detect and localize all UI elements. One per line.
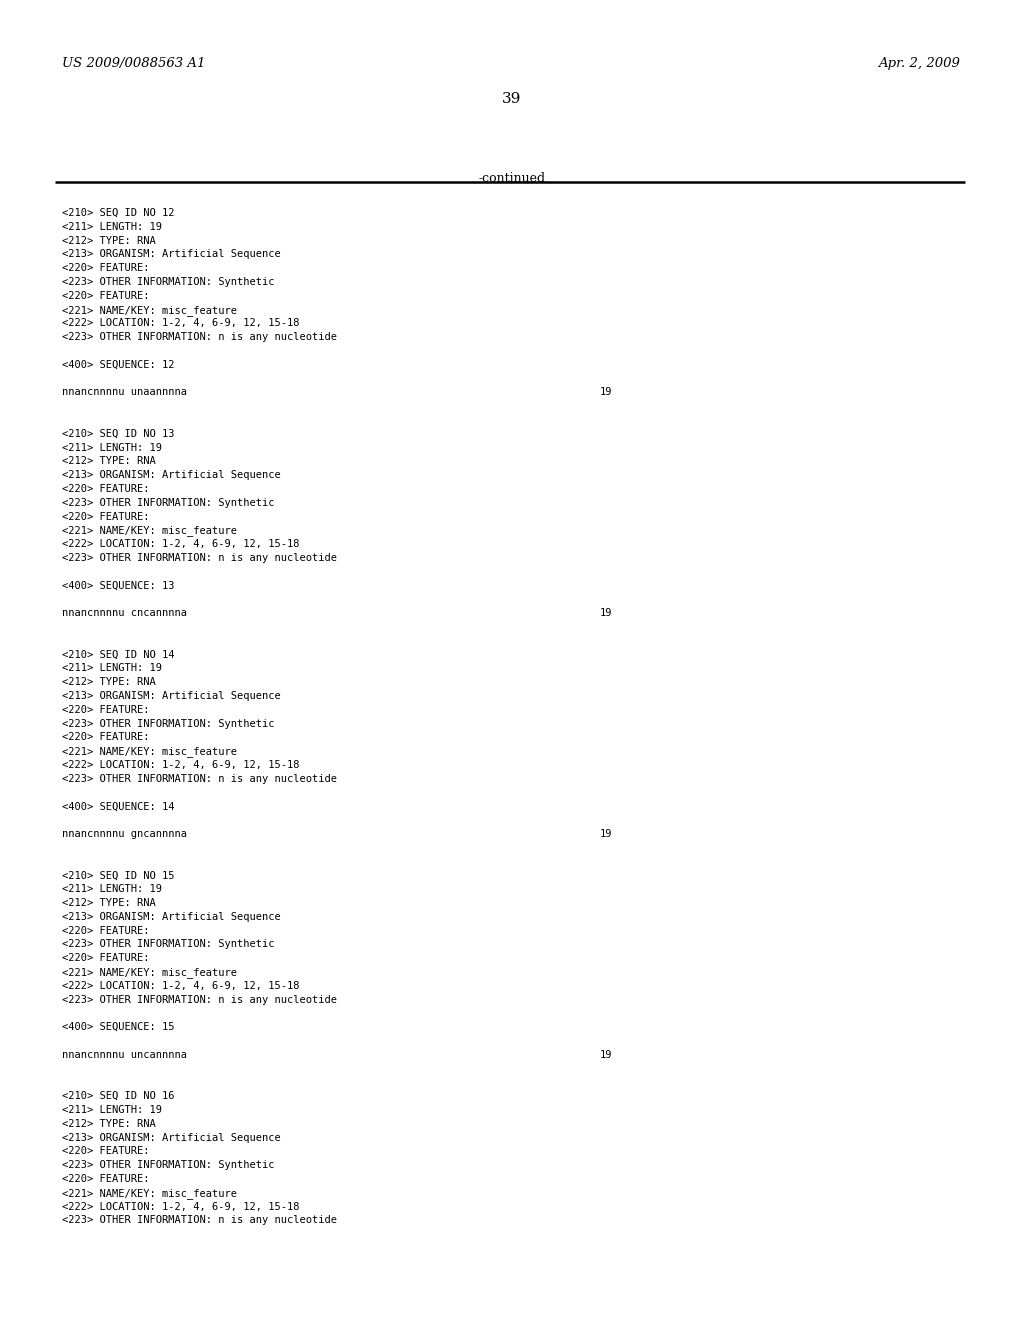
Text: <210> SEQ ID NO 14: <210> SEQ ID NO 14 [62, 649, 174, 660]
Text: <213> ORGANISM: Artificial Sequence: <213> ORGANISM: Artificial Sequence [62, 1133, 281, 1143]
Text: <211> LENGTH: 19: <211> LENGTH: 19 [62, 664, 162, 673]
Text: <213> ORGANISM: Artificial Sequence: <213> ORGANISM: Artificial Sequence [62, 690, 281, 701]
Text: <221> NAME/KEY: misc_feature: <221> NAME/KEY: misc_feature [62, 1188, 237, 1199]
Text: <222> LOCATION: 1-2, 4, 6-9, 12, 15-18: <222> LOCATION: 1-2, 4, 6-9, 12, 15-18 [62, 1201, 299, 1212]
Text: <213> ORGANISM: Artificial Sequence: <213> ORGANISM: Artificial Sequence [62, 470, 281, 480]
Text: <223> OTHER INFORMATION: Synthetic: <223> OTHER INFORMATION: Synthetic [62, 277, 274, 286]
Text: <212> TYPE: RNA: <212> TYPE: RNA [62, 457, 156, 466]
Text: <220> FEATURE:: <220> FEATURE: [62, 953, 150, 964]
Text: <220> FEATURE:: <220> FEATURE: [62, 733, 150, 742]
Text: <212> TYPE: RNA: <212> TYPE: RNA [62, 235, 156, 246]
Text: Apr. 2, 2009: Apr. 2, 2009 [879, 57, 961, 70]
Text: <222> LOCATION: 1-2, 4, 6-9, 12, 15-18: <222> LOCATION: 1-2, 4, 6-9, 12, 15-18 [62, 318, 299, 329]
Text: <213> ORGANISM: Artificial Sequence: <213> ORGANISM: Artificial Sequence [62, 912, 281, 921]
Text: nnancnnnnu unaannnna: nnancnnnnu unaannnna [62, 387, 187, 397]
Text: <400> SEQUENCE: 12: <400> SEQUENCE: 12 [62, 360, 174, 370]
Text: 19: 19 [600, 387, 612, 397]
Text: <223> OTHER INFORMATION: n is any nucleotide: <223> OTHER INFORMATION: n is any nucleo… [62, 333, 337, 342]
Text: <220> FEATURE:: <220> FEATURE: [62, 1173, 150, 1184]
Text: nnancnnnnu uncannnna: nnancnnnnu uncannnna [62, 1049, 187, 1060]
Text: <220> FEATURE:: <220> FEATURE: [62, 512, 150, 521]
Text: 39: 39 [503, 92, 521, 106]
Text: <220> FEATURE:: <220> FEATURE: [62, 925, 150, 936]
Text: <223> OTHER INFORMATION: Synthetic: <223> OTHER INFORMATION: Synthetic [62, 1160, 274, 1171]
Text: <220> FEATURE:: <220> FEATURE: [62, 290, 150, 301]
Text: 19: 19 [600, 1049, 612, 1060]
Text: <220> FEATURE:: <220> FEATURE: [62, 705, 150, 715]
Text: <211> LENGTH: 19: <211> LENGTH: 19 [62, 1105, 162, 1115]
Text: <223> OTHER INFORMATION: Synthetic: <223> OTHER INFORMATION: Synthetic [62, 498, 274, 508]
Text: <212> TYPE: RNA: <212> TYPE: RNA [62, 898, 156, 908]
Text: <221> NAME/KEY: misc_feature: <221> NAME/KEY: misc_feature [62, 305, 237, 315]
Text: <223> OTHER INFORMATION: n is any nucleotide: <223> OTHER INFORMATION: n is any nucleo… [62, 774, 337, 784]
Text: <223> OTHER INFORMATION: Synthetic: <223> OTHER INFORMATION: Synthetic [62, 718, 274, 729]
Text: nnancnnnnu gncannnna: nnancnnnnu gncannnna [62, 829, 187, 840]
Text: <220> FEATURE:: <220> FEATURE: [62, 484, 150, 494]
Text: nnancnnnnu cncannnna: nnancnnnnu cncannnna [62, 609, 187, 618]
Text: <221> NAME/KEY: misc_feature: <221> NAME/KEY: misc_feature [62, 968, 237, 978]
Text: <400> SEQUENCE: 15: <400> SEQUENCE: 15 [62, 1022, 174, 1032]
Text: <213> ORGANISM: Artificial Sequence: <213> ORGANISM: Artificial Sequence [62, 249, 281, 260]
Text: US 2009/0088563 A1: US 2009/0088563 A1 [62, 57, 206, 70]
Text: -continued: -continued [478, 172, 546, 185]
Text: <221> NAME/KEY: misc_feature: <221> NAME/KEY: misc_feature [62, 525, 237, 536]
Text: <222> LOCATION: 1-2, 4, 6-9, 12, 15-18: <222> LOCATION: 1-2, 4, 6-9, 12, 15-18 [62, 981, 299, 991]
Text: <223> OTHER INFORMATION: n is any nucleotide: <223> OTHER INFORMATION: n is any nucleo… [62, 553, 337, 564]
Text: <220> FEATURE:: <220> FEATURE: [62, 263, 150, 273]
Text: <210> SEQ ID NO 16: <210> SEQ ID NO 16 [62, 1092, 174, 1101]
Text: <210> SEQ ID NO 15: <210> SEQ ID NO 15 [62, 870, 174, 880]
Text: <222> LOCATION: 1-2, 4, 6-9, 12, 15-18: <222> LOCATION: 1-2, 4, 6-9, 12, 15-18 [62, 760, 299, 770]
Text: 19: 19 [600, 829, 612, 840]
Text: <223> OTHER INFORMATION: n is any nucleotide: <223> OTHER INFORMATION: n is any nucleo… [62, 1216, 337, 1225]
Text: <220> FEATURE:: <220> FEATURE: [62, 1146, 150, 1156]
Text: <210> SEQ ID NO 13: <210> SEQ ID NO 13 [62, 429, 174, 438]
Text: <223> OTHER INFORMATION: n is any nucleotide: <223> OTHER INFORMATION: n is any nucleo… [62, 994, 337, 1005]
Text: <211> LENGTH: 19: <211> LENGTH: 19 [62, 442, 162, 453]
Text: <400> SEQUENCE: 14: <400> SEQUENCE: 14 [62, 801, 174, 812]
Text: <221> NAME/KEY: misc_feature: <221> NAME/KEY: misc_feature [62, 746, 237, 758]
Text: <212> TYPE: RNA: <212> TYPE: RNA [62, 677, 156, 688]
Text: <400> SEQUENCE: 13: <400> SEQUENCE: 13 [62, 581, 174, 590]
Text: <210> SEQ ID NO 12: <210> SEQ ID NO 12 [62, 209, 174, 218]
Text: <212> TYPE: RNA: <212> TYPE: RNA [62, 1119, 156, 1129]
Text: <222> LOCATION: 1-2, 4, 6-9, 12, 15-18: <222> LOCATION: 1-2, 4, 6-9, 12, 15-18 [62, 539, 299, 549]
Text: 19: 19 [600, 609, 612, 618]
Text: <223> OTHER INFORMATION: Synthetic: <223> OTHER INFORMATION: Synthetic [62, 940, 274, 949]
Text: <211> LENGTH: 19: <211> LENGTH: 19 [62, 222, 162, 232]
Text: <211> LENGTH: 19: <211> LENGTH: 19 [62, 884, 162, 894]
